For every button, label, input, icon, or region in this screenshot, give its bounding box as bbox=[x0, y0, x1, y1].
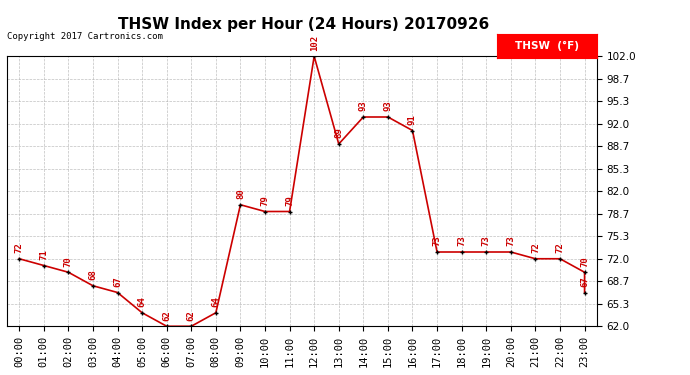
Point bbox=[63, 269, 74, 275]
Text: 67: 67 bbox=[113, 276, 122, 287]
Text: 72: 72 bbox=[14, 243, 23, 253]
Text: 64: 64 bbox=[211, 297, 220, 307]
Text: 93: 93 bbox=[384, 101, 393, 111]
Text: 72: 72 bbox=[555, 243, 564, 253]
Text: 73: 73 bbox=[482, 236, 491, 246]
Text: THSW Index per Hour (24 Hours) 20170926: THSW Index per Hour (24 Hours) 20170926 bbox=[118, 17, 489, 32]
Text: 62: 62 bbox=[162, 310, 171, 321]
Point bbox=[333, 141, 344, 147]
Text: Copyright 2017 Cartronics.com: Copyright 2017 Cartronics.com bbox=[7, 32, 163, 41]
Point bbox=[456, 249, 467, 255]
Point bbox=[14, 256, 25, 262]
Point bbox=[579, 290, 590, 296]
Text: 70: 70 bbox=[64, 256, 73, 267]
Text: THSW  (°F): THSW (°F) bbox=[515, 41, 579, 51]
Point bbox=[38, 262, 49, 268]
Text: 70: 70 bbox=[580, 256, 589, 267]
Text: 93: 93 bbox=[359, 101, 368, 111]
Text: 89: 89 bbox=[334, 128, 343, 138]
Text: 68: 68 bbox=[88, 270, 97, 280]
Point bbox=[579, 269, 590, 275]
Point bbox=[137, 310, 148, 316]
Point bbox=[530, 256, 541, 262]
Point bbox=[308, 53, 319, 59]
Text: 79: 79 bbox=[261, 195, 270, 206]
Text: 64: 64 bbox=[137, 297, 146, 307]
Point bbox=[186, 323, 197, 329]
Text: 80: 80 bbox=[236, 189, 245, 199]
Text: 62: 62 bbox=[187, 310, 196, 321]
Point bbox=[358, 114, 369, 120]
Point bbox=[431, 249, 442, 255]
Text: 73: 73 bbox=[433, 236, 442, 246]
Point bbox=[210, 310, 221, 316]
Point bbox=[284, 209, 295, 214]
Text: 67: 67 bbox=[580, 276, 589, 287]
Point bbox=[555, 256, 566, 262]
Text: 73: 73 bbox=[506, 236, 515, 246]
Point bbox=[235, 202, 246, 208]
Point bbox=[382, 114, 393, 120]
Text: 79: 79 bbox=[285, 195, 294, 206]
Point bbox=[259, 209, 270, 214]
Point bbox=[481, 249, 492, 255]
Point bbox=[407, 128, 418, 134]
Text: 73: 73 bbox=[457, 236, 466, 246]
Text: 102: 102 bbox=[310, 34, 319, 51]
Point bbox=[112, 290, 123, 296]
Text: 91: 91 bbox=[408, 114, 417, 125]
Text: 71: 71 bbox=[39, 249, 48, 260]
Point bbox=[505, 249, 516, 255]
Point bbox=[88, 283, 99, 289]
Text: 72: 72 bbox=[531, 243, 540, 253]
Point bbox=[161, 323, 172, 329]
